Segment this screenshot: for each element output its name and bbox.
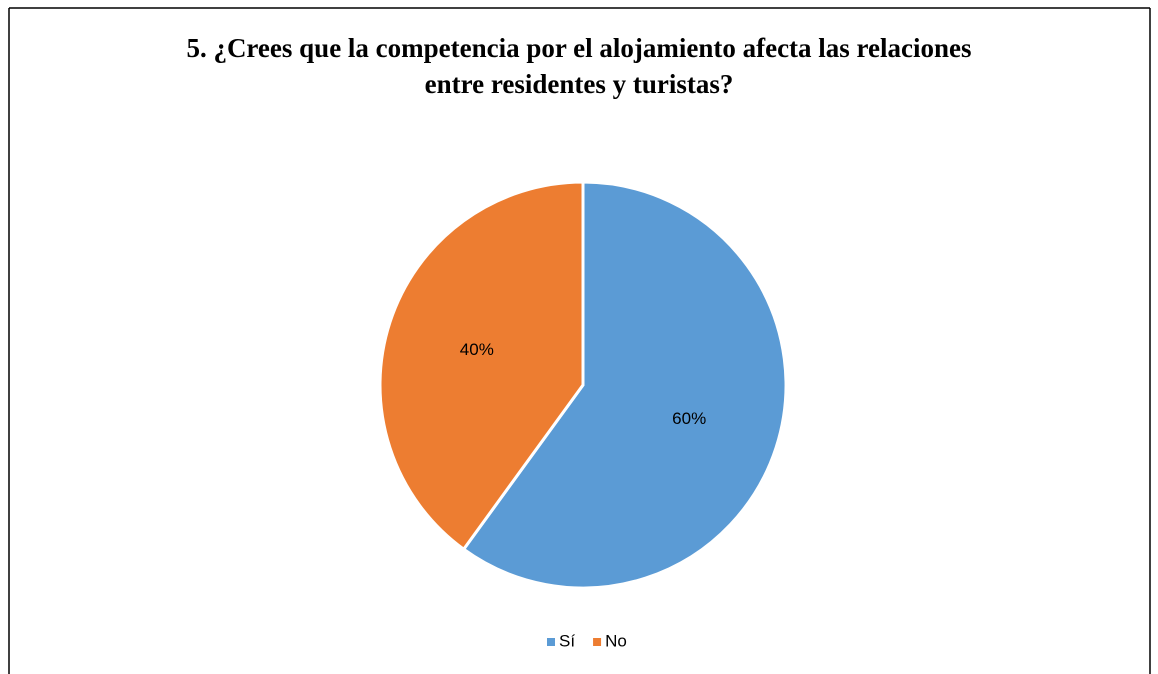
- legend-label: No: [605, 631, 627, 650]
- data-label: 40%: [460, 340, 494, 359]
- chart-title: 5. ¿Crees que la competencia por el aloj…: [186, 33, 972, 99]
- legend-swatch: [547, 638, 555, 646]
- legend-label: Sí: [559, 631, 575, 650]
- data-label: 60%: [672, 409, 706, 428]
- pie-slice: [461, 180, 788, 590]
- legend-swatch: [593, 638, 602, 646]
- pie-slice: [378, 180, 585, 552]
